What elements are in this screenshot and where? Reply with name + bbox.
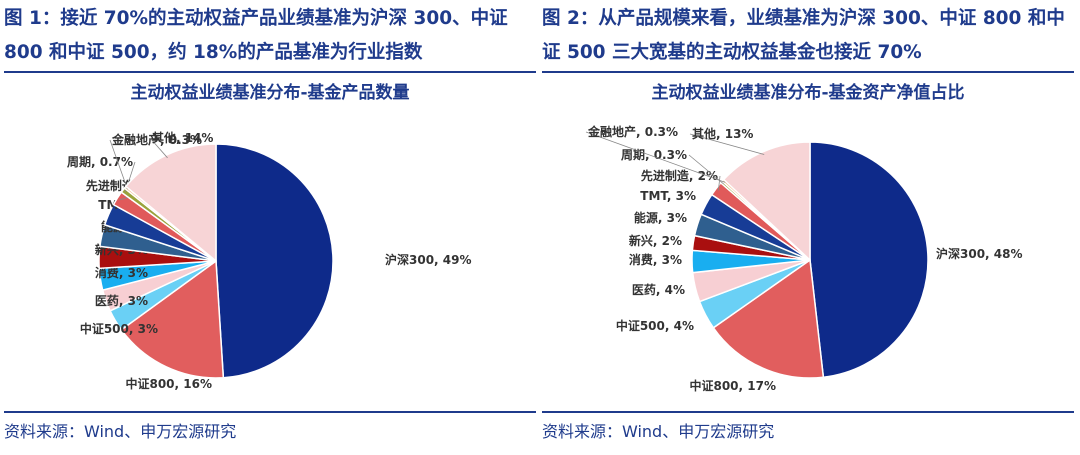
figure-title: 图 1：接近 70%的主动权益产品业绩基准为沪深 300、中证 800 和中证 … xyxy=(4,8,508,63)
slice-label-医药: 医药, 3% xyxy=(95,293,148,308)
figure-panel-right: 图 2：从产品规模来看，业绩基准为沪深 300、中证 800 和中证 500 三… xyxy=(542,0,1074,455)
source-note: 资料来源：Wind、申万宏源研究 xyxy=(542,422,775,441)
chart-title: 主动权益业绩基准分布-基金产品数量 xyxy=(130,82,409,103)
leader-line-金融地产 xyxy=(585,131,726,183)
slice-label-TMT: TMT, 3% xyxy=(640,189,696,203)
slice-label-医药: 医药, 4% xyxy=(632,282,685,297)
leader-line-金融地产 xyxy=(109,139,128,190)
pie-slice-中证800 xyxy=(712,258,825,379)
slice-label-中证800: 中证800, 16% xyxy=(125,376,212,391)
slice-label-新兴: 新兴, 2% xyxy=(629,233,682,248)
slice-label-消费: 消费, 3% xyxy=(95,265,148,280)
slice-label-金融地产: 金融地产, 0.3% xyxy=(111,132,202,147)
pie-slice-中证800 xyxy=(120,259,225,379)
chart-title: 主动权益业绩基准分布-基金资产净值占比 xyxy=(651,82,964,103)
slice-label-其他: 其他, 13% xyxy=(692,126,753,141)
pie-slice-其他 xyxy=(124,143,217,263)
slice-label-中证500: 中证500, 4% xyxy=(616,318,694,333)
figure-panel-left: 图 1：接近 70%的主动权益产品业绩基准为沪深 300、中证 800 和中证 … xyxy=(4,0,536,455)
figure-title: 图 2：从产品规模来看，业绩基准为沪深 300、中证 800 和中证 500 三… xyxy=(542,8,1065,63)
slice-label-沪深300: 沪深300, 49% xyxy=(385,252,472,267)
slice-label-中证500: 中证500, 3% xyxy=(80,321,158,336)
leader-line-先进制造 xyxy=(718,175,721,191)
title-rule xyxy=(4,71,536,73)
pie-chart-net-asset-share: 主动权益业绩基准分布-基金资产净值占比 沪深300, 48% 中证800, 17%… xyxy=(585,82,1023,393)
title-rule xyxy=(542,71,1074,73)
slice-label-消费: 消费, 3% xyxy=(629,252,682,267)
slice-label-中证800: 中证800, 17% xyxy=(689,378,776,393)
pie-chart-fund-count: 主动权益业绩基准分布-基金产品数量 沪深300, 49% 中证800, 16% 中证… xyxy=(67,82,472,391)
slice-label-其他: 其他, 14% xyxy=(152,130,213,145)
slice-label-金融地产: 金融地产, 0.3% xyxy=(587,124,678,139)
leader-line-周期 xyxy=(688,154,724,185)
leader-line-其他 xyxy=(149,137,168,159)
slice-label-先进制造: 先进制造, 2% xyxy=(641,168,718,183)
leader-line-其他 xyxy=(689,133,765,155)
slice-label-能源: 能源, 3% xyxy=(634,210,687,225)
pie-slice-沪深300 xyxy=(215,143,334,379)
source-rule xyxy=(542,411,1074,413)
source-note: 资料来源：Wind、申万宏源研究 xyxy=(4,422,237,441)
pie-slice-沪深300 xyxy=(809,141,929,379)
source-rule xyxy=(4,411,536,413)
slice-label-周期: 周期, 0.7% xyxy=(67,154,133,169)
pie-slice-其他 xyxy=(722,141,811,262)
slice-label-沪深300: 沪深300, 48% xyxy=(936,246,1023,261)
slice-label-周期: 周期, 0.3% xyxy=(621,147,687,162)
